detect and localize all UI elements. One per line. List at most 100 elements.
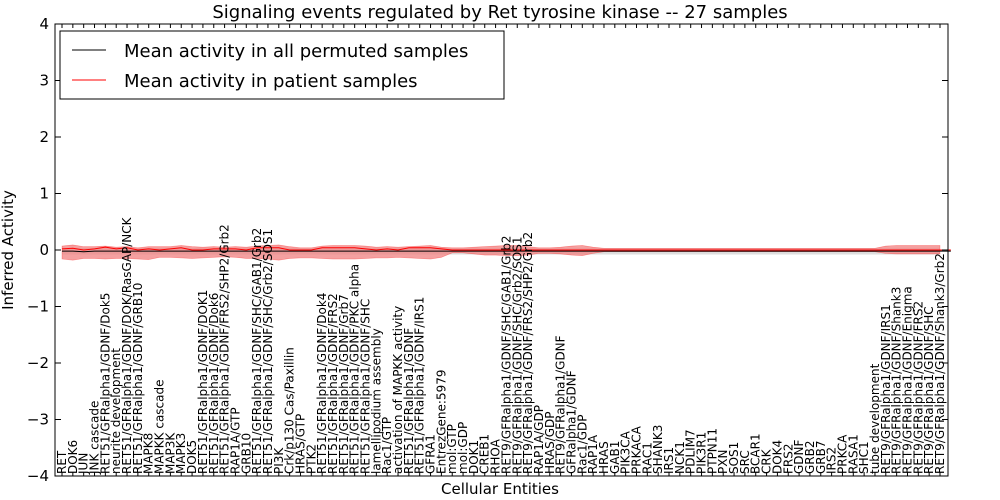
category-label: PRKCA <box>835 434 849 474</box>
category-label: DOK4 <box>770 440 784 474</box>
category-label: GFRA1 <box>424 434 438 474</box>
category-label: FRS2 <box>781 444 795 475</box>
category-label: DOK6 <box>66 440 80 474</box>
category-label: RET51/GFRalpha1/GDNF/DOK1 <box>196 290 210 474</box>
category-label: RET51/GFRalpha1/GDNF/DOK/RasGAP/NCK <box>120 216 134 474</box>
category-label: RAP1A/GDP <box>532 405 546 474</box>
category-label: RASA1 <box>846 434 860 474</box>
category-label: RET9/GFRalpha1/GDNF/Shank3/Grb2 <box>933 253 947 474</box>
category-label: RAP1A/GTP <box>228 407 242 474</box>
category-label: SHC1 <box>857 441 871 474</box>
chart-title: Signaling events regulated by Ret tyrosi… <box>212 2 787 23</box>
category-label: RET9/GFRalpha1/GDNF/SHC <box>922 306 936 474</box>
category-label: RET51/GFRalpha1/GDNF/Dok4 <box>315 293 329 474</box>
category-label: RET9/GFRalpha1/GDNF/SHC/Grb2/SOS1 <box>510 236 524 474</box>
legend-label-patient: Mean activity in patient samples <box>124 71 418 92</box>
category-label: RET9/GFRalpha1/GDNF/SHC/GAB1/Grb2 <box>499 235 513 474</box>
patient-mean-line <box>61 246 951 251</box>
category-label: HRAS/GTP <box>293 414 307 474</box>
category-label: DOK1 <box>467 440 481 474</box>
category-label: RET9/GFRalpha1/GDNF/FRS2/SHP2/Grb2 <box>521 232 535 474</box>
category-label: RET51/GFRalpha1/GDNF/SHC <box>359 299 373 474</box>
x-ticks <box>61 24 941 476</box>
category-label: PTPN11 <box>705 428 719 474</box>
y-tick-label: −4 <box>27 467 49 485</box>
category-label: GFRalpha1/GDNF <box>564 370 578 474</box>
category-label: RET51/GFRalpha1/GDNF <box>402 328 416 474</box>
category-label: RET9/GFRalpha1/GDNF <box>554 335 568 474</box>
category-label: RET51/GFRalpha1/GDNF/FRS2/SHP2/Grb2 <box>218 224 232 474</box>
category-label: GRB10 <box>239 433 253 474</box>
category-label: HRAS/GDP <box>543 411 557 474</box>
category-label: RHOA <box>489 438 503 474</box>
category-label: NCK1 <box>673 441 687 474</box>
category-label: SHANK3 <box>651 425 665 474</box>
category-label: BCAR1 <box>749 433 763 474</box>
category-label: RET51/GFRalpha1/GDNF/SHC/GAB1/Grb2 <box>250 228 264 474</box>
category-label: HRAS <box>597 441 611 474</box>
category-label: lamellipodium assembly <box>369 328 383 474</box>
category-label: CRK <box>760 448 774 474</box>
plot-frame <box>54 23 949 477</box>
category-label: SOS1 <box>727 442 741 474</box>
category-label: tube development <box>868 363 882 474</box>
y-tick-label: −1 <box>27 298 49 316</box>
category-label: PTK2 <box>304 444 318 474</box>
legend-box <box>59 30 505 100</box>
category-label: GRB7 <box>814 440 828 474</box>
y-tick-label: 4 <box>39 15 49 33</box>
category-label: PDLIM7 <box>684 429 698 474</box>
category-label: RET51/GFRalpha1/GDNF/PKC alpha <box>348 264 362 474</box>
category-label: RET <box>55 450 69 474</box>
category-label: GRB2 <box>803 440 817 474</box>
category-label: PIK3R1 <box>695 432 709 474</box>
category-label: activation of MAPKK activity <box>391 306 405 474</box>
category-label: RET51/GFRalpha1/GDNF/GRB10 <box>131 283 145 474</box>
category-label: JUN <box>77 453 91 475</box>
legend-label-permuted: Mean activity in all permuted samples <box>124 41 468 62</box>
category-label: SRC <box>738 450 752 474</box>
category-label: RET51/GFRalpha1/GDNF/Dok6 <box>207 293 221 474</box>
category-label: Rac1/GTP <box>380 417 394 474</box>
category-label: Rac1/GDP <box>575 415 589 474</box>
category-label: GDNF <box>792 439 806 474</box>
category-label: RET9/GFRalpha1/GDNF/Enigma <box>900 286 914 474</box>
category-label: RET9/GFRalpha1/GDNF/IRS1 <box>879 304 893 474</box>
category-label: mol:GTP <box>445 424 459 474</box>
category-label: PXN <box>716 450 730 474</box>
category-label: RET51/GFRalpha1/GDNF/FRS2 <box>326 293 340 474</box>
category-label: RAC1 <box>640 442 654 474</box>
legend: Mean activity in all permuted samples Me… <box>59 30 505 100</box>
y-tick-label: 1 <box>39 185 49 203</box>
category-label: JNK cascade <box>88 401 102 475</box>
category-label: RET9/GFRalpha1/GDNF/FRS2 <box>911 301 925 474</box>
y-tick-label: −2 <box>27 354 49 372</box>
category-label: RET9/GFRalpha1/GDNF/Shank3 <box>890 287 904 474</box>
y-tick-label: 0 <box>39 241 49 259</box>
category-label: MAPK3 <box>174 433 188 474</box>
y-tick-label: −3 <box>27 411 49 429</box>
category-label: EntrezGene:5979 <box>434 370 448 475</box>
category-label: neurite development <box>109 348 123 474</box>
x-axis-label: Cellular Entities <box>441 480 559 498</box>
category-label: PI3K <box>272 447 286 474</box>
series-layer <box>61 246 951 253</box>
category-label: MAPKK cascade <box>153 379 167 474</box>
category-label: Crk/p130 Cas/Paxillin <box>283 347 297 474</box>
category-label: MAPK8 <box>142 433 156 474</box>
category-label: PRKACA <box>629 425 643 474</box>
y-axis: −4 −3 −2 −1 0 1 2 3 4 <box>27 15 948 485</box>
category-label: RET51/GFRalpha1/GDNF/Grb7 <box>337 294 351 474</box>
permuted-mean-line <box>62 250 951 253</box>
y-tick-label: 2 <box>39 128 49 146</box>
category-label: IRS2 <box>825 447 839 474</box>
category-label: GAB1 <box>608 441 622 474</box>
category-label: RET51/GFRalpha1/GDNF/SHC/Grb2/SOS1 <box>261 229 275 474</box>
category-label: IRS1 <box>662 447 676 474</box>
category-label: RET51/GFRalpha1/GDNF/IRS1 <box>413 297 427 474</box>
category-label: mol:GDP <box>456 422 470 474</box>
y-tick-label: 3 <box>39 72 49 90</box>
category-label: RAP1A <box>586 434 600 474</box>
